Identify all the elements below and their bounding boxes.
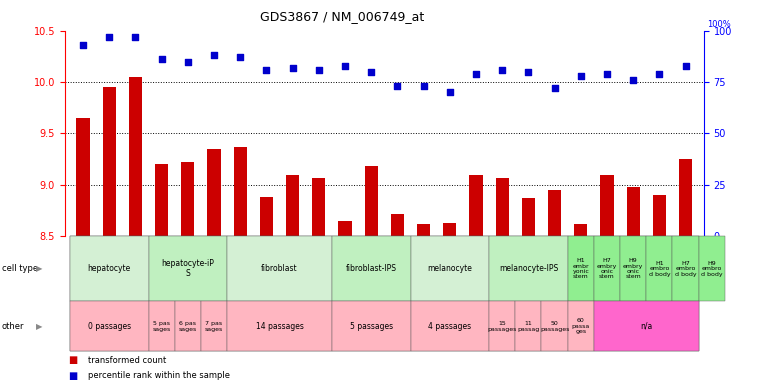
Bar — [443, 223, 457, 384]
Text: ■: ■ — [68, 371, 78, 381]
Bar — [575, 224, 587, 384]
Point — [339, 63, 351, 69]
Text: fibroblast-IPS: fibroblast-IPS — [345, 264, 396, 273]
Text: 14 passages: 14 passages — [256, 322, 304, 331]
Point — [313, 67, 325, 73]
Bar — [76, 118, 90, 384]
Bar — [626, 187, 640, 384]
Point — [549, 85, 561, 91]
Text: transformed count: transformed count — [88, 356, 166, 365]
Text: 6 pas
sages: 6 pas sages — [179, 321, 197, 332]
Bar — [417, 224, 430, 384]
Text: 5 passages: 5 passages — [349, 322, 393, 331]
Point — [653, 71, 665, 77]
Bar — [653, 195, 666, 384]
Text: H1
embr
yonic
stem: H1 embr yonic stem — [572, 258, 589, 280]
Point — [444, 89, 456, 95]
Text: n/a: n/a — [640, 322, 652, 331]
Text: percentile rank within the sample: percentile rank within the sample — [88, 371, 230, 380]
Point — [575, 73, 587, 79]
Point — [496, 67, 508, 73]
Text: 4 passages: 4 passages — [428, 322, 471, 331]
Point — [208, 52, 220, 58]
Text: hepatocyte: hepatocyte — [88, 264, 131, 273]
Point — [287, 65, 299, 71]
Point — [365, 69, 377, 75]
Bar — [391, 214, 404, 384]
Bar — [155, 164, 168, 384]
Point — [627, 77, 639, 83]
Text: 50
passages: 50 passages — [540, 321, 569, 332]
Bar — [312, 178, 326, 384]
Text: 5 pas
sages: 5 pas sages — [152, 321, 170, 332]
Text: H1
embro
d body: H1 embro d body — [648, 261, 670, 277]
Text: H9
embry
onic
stem: H9 embry onic stem — [623, 258, 643, 280]
Text: 7 pas
sages: 7 pas sages — [205, 321, 223, 332]
Bar — [234, 147, 247, 384]
Text: H9
embro
d body: H9 embro d body — [701, 261, 723, 277]
Text: 0 passages: 0 passages — [88, 322, 131, 331]
Bar — [339, 221, 352, 384]
Bar — [600, 175, 613, 384]
Bar — [495, 178, 509, 384]
Point — [77, 42, 89, 48]
Text: melanocyte: melanocyte — [428, 264, 473, 273]
Text: 100%: 100% — [707, 20, 731, 29]
Point — [680, 63, 692, 69]
Text: fibroblast: fibroblast — [261, 264, 298, 273]
Text: H7
embry
onic
stem: H7 embry onic stem — [597, 258, 617, 280]
Point — [129, 34, 142, 40]
Text: ■: ■ — [68, 356, 78, 366]
Text: ▶: ▶ — [37, 322, 43, 331]
Point — [601, 71, 613, 77]
Point — [103, 34, 116, 40]
Text: GDS3867 / NM_006749_at: GDS3867 / NM_006749_at — [260, 10, 425, 23]
Bar — [548, 190, 561, 384]
Text: hepatocyte-iP
S: hepatocyte-iP S — [161, 260, 215, 278]
Bar — [181, 162, 194, 384]
Point — [470, 71, 482, 77]
Point — [155, 56, 167, 63]
Bar — [129, 77, 142, 384]
Bar — [365, 166, 377, 384]
Bar — [286, 175, 299, 384]
Bar — [470, 175, 482, 384]
Text: H7
embro
d body: H7 embro d body — [675, 261, 696, 277]
Text: melanocyte-IPS: melanocyte-IPS — [498, 264, 558, 273]
Bar — [679, 159, 693, 384]
Text: 15
passages: 15 passages — [488, 321, 517, 332]
Point — [260, 67, 272, 73]
Bar — [522, 198, 535, 384]
Point — [391, 83, 403, 89]
Point — [182, 58, 194, 65]
Bar — [260, 197, 273, 384]
Point — [522, 69, 534, 75]
Text: other: other — [2, 322, 24, 331]
Point — [234, 55, 247, 61]
Text: ▶: ▶ — [37, 264, 43, 273]
Bar — [103, 87, 116, 384]
Text: cell type: cell type — [2, 264, 37, 273]
Bar — [208, 149, 221, 384]
Text: 60
passa
ges: 60 passa ges — [572, 318, 590, 334]
Text: 11
passag: 11 passag — [517, 321, 540, 332]
Point — [418, 83, 430, 89]
